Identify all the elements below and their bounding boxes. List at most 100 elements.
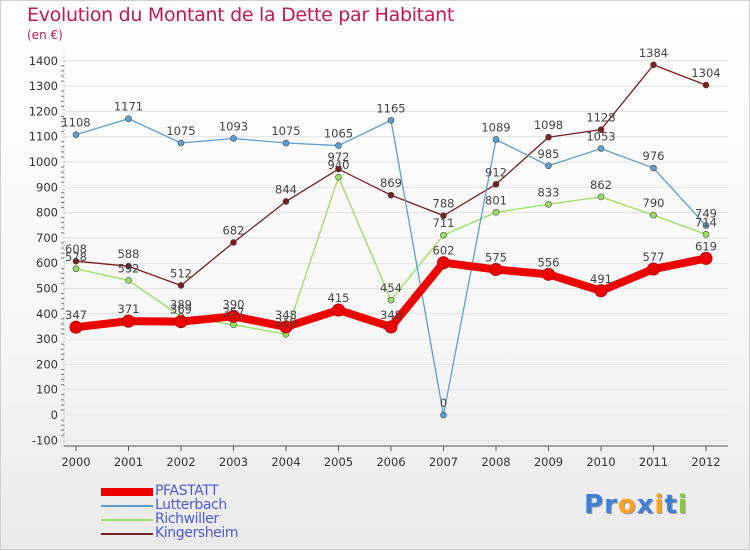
data-point — [650, 164, 657, 172]
data-label: 347 — [65, 308, 87, 322]
data-point — [702, 222, 710, 229]
legend-swatch — [101, 533, 153, 535]
data-label: 608 — [65, 242, 87, 256]
y-tick-label: 1100 — [29, 130, 58, 144]
data-point — [230, 135, 237, 142]
y-tick-label: 900 — [36, 180, 58, 194]
data-point — [177, 139, 185, 147]
data-point — [230, 239, 237, 246]
data-point — [492, 136, 500, 143]
x-tick-label: 2009 — [534, 455, 563, 469]
data-label: 602 — [433, 244, 455, 258]
data-point — [387, 116, 395, 124]
data-label: 371 — [118, 302, 140, 316]
data-label: 790 — [643, 196, 665, 210]
data-label: 389 — [170, 298, 192, 312]
data-label: 972 — [328, 150, 350, 164]
data-label: 532 — [118, 261, 140, 275]
legend-label: Richwiller — [155, 511, 219, 527]
data-label: 749 — [695, 207, 717, 221]
data-point — [440, 231, 447, 239]
y-tick-label: 1300 — [29, 79, 58, 93]
data-point — [282, 198, 290, 205]
x-tick-label: 2003 — [219, 455, 248, 469]
data-label: 940 — [328, 158, 350, 172]
data-point — [440, 411, 447, 419]
data-point — [125, 262, 132, 270]
data-label: 369 — [170, 303, 192, 317]
data-label: 711 — [433, 216, 455, 230]
y-tick-label: 600 — [36, 256, 58, 270]
data-point — [597, 145, 605, 152]
y-tick-label: 0 — [51, 408, 58, 422]
data-point — [440, 212, 447, 219]
data-label: 976 — [643, 149, 665, 163]
data-point — [699, 251, 713, 265]
legend-swatch — [101, 488, 153, 496]
data-point — [489, 263, 503, 277]
legend-label: Lutterbach — [155, 497, 227, 513]
data-label: 1098 — [534, 118, 563, 132]
data-label: 1053 — [586, 130, 615, 144]
legend-item: Kingersheim — [101, 525, 341, 541]
data-point — [702, 231, 710, 238]
data-point — [384, 320, 398, 334]
data-label: 578 — [65, 250, 87, 264]
y-tick-label: 400 — [36, 307, 58, 321]
data-label: 1128 — [586, 111, 615, 125]
data-label: 985 — [538, 147, 560, 161]
y-tick-label: 300 — [36, 332, 58, 346]
y-tick-label: 1400 — [29, 54, 58, 68]
data-label: 0 — [440, 396, 447, 410]
data-label: 619 — [695, 239, 717, 253]
legend-item: Richwiller — [101, 511, 341, 527]
data-point — [279, 320, 293, 334]
data-point — [545, 200, 552, 208]
data-label: 575 — [485, 251, 507, 265]
data-label: 588 — [118, 247, 140, 261]
x-tick-label: 2005 — [324, 455, 353, 469]
data-point — [650, 211, 657, 219]
series-line-kingersheim — [75, 64, 707, 287]
data-label: 788 — [433, 197, 455, 211]
logo-letter: i — [654, 490, 665, 520]
data-label: 454 — [380, 281, 402, 295]
chart-subtitle: (en €) — [27, 28, 63, 42]
legend-item: Lutterbach — [101, 497, 341, 513]
data-point — [227, 309, 240, 323]
data-point — [387, 296, 395, 304]
data-label: 1089 — [481, 120, 510, 134]
y-tick-label: 700 — [36, 231, 58, 245]
data-point — [597, 193, 605, 201]
logo-letter: P — [584, 490, 605, 520]
data-point — [177, 282, 185, 289]
data-label: 348 — [275, 308, 297, 322]
data-label: 512 — [170, 266, 192, 280]
data-label: 556 — [538, 255, 560, 269]
data-label: 1075 — [271, 124, 300, 138]
data-point — [332, 303, 345, 317]
data-point — [650, 61, 657, 69]
data-point — [492, 180, 500, 188]
data-label: 714 — [695, 215, 717, 229]
data-point — [282, 139, 290, 147]
data-label: 1165 — [376, 101, 405, 115]
x-tick-label: 2011 — [639, 455, 668, 469]
x-tick-label: 2002 — [166, 455, 195, 469]
data-label: 1384 — [639, 46, 668, 60]
y-tick-label: 500 — [36, 282, 58, 296]
data-label: 577 — [643, 250, 665, 264]
legend-label: PFASTATT — [155, 483, 219, 499]
legend-label: Kingersheim — [155, 525, 239, 541]
data-point — [174, 315, 188, 329]
x-tick-label: 2006 — [376, 455, 405, 469]
data-point — [335, 165, 342, 173]
legend-swatch — [101, 519, 153, 521]
data-point — [492, 209, 500, 216]
data-label: 1108 — [61, 116, 90, 130]
data-label: 319 — [275, 315, 297, 329]
y-tick-label: 800 — [36, 206, 58, 220]
data-label: 682 — [223, 223, 245, 237]
data-point — [594, 284, 608, 298]
